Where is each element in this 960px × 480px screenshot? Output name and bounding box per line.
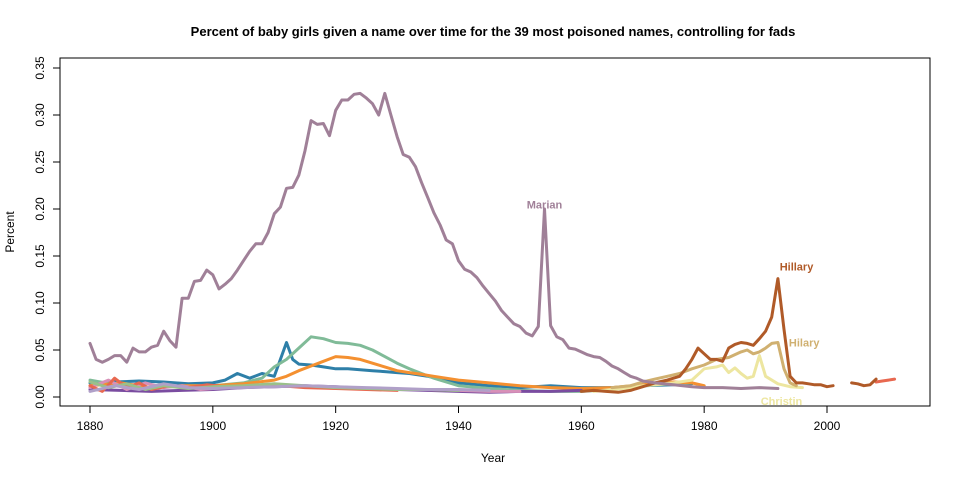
annotation-hilary: Hilary <box>789 338 820 350</box>
y-tick-label: 0.20 <box>33 197 47 221</box>
plot-area-frame <box>59 57 931 407</box>
x-tick-label: 1960 <box>568 419 595 433</box>
x-tick-label: 1920 <box>322 419 349 433</box>
y-tick-label: 0.00 <box>33 385 47 409</box>
annotation-christin: Christin <box>761 396 803 408</box>
y-tick-label: 0.10 <box>33 291 47 315</box>
x-axis: 1880 1900 1920 1940 1960 1980 2000 <box>77 405 841 433</box>
series-line-hillary-late <box>850 377 878 388</box>
y-tick-label: 0.35 <box>33 56 47 80</box>
x-tick-label: 1940 <box>445 419 472 433</box>
y-axis-label: Percent <box>3 211 17 253</box>
series-line-hillary <box>579 277 835 394</box>
x-tick-label: 1880 <box>77 419 104 433</box>
series-line-blue <box>88 341 694 390</box>
series-line-orange <box>88 355 706 390</box>
y-tick-label: 0.15 <box>33 244 47 268</box>
y-tick-label: 0.30 <box>33 103 47 127</box>
annotation-marian: Marian <box>527 199 563 211</box>
y-axis: 0.00 0.05 0.10 0.15 0.20 0.25 0.30 0.35 <box>33 56 61 409</box>
chart-title: Percent of baby girls given a name over … <box>191 24 796 39</box>
y-tick-label: 0.25 <box>33 150 47 174</box>
series-line-hilary <box>610 341 798 390</box>
annotation-hillary: Hillary <box>780 261 815 273</box>
y-tick-label: 0.05 <box>33 338 47 362</box>
series-line-lavender <box>88 382 491 393</box>
x-tick-label: 2000 <box>814 419 841 433</box>
x-tick-label: 1980 <box>691 419 718 433</box>
annotation-group: Marian Hillary Hilary Christin <box>527 199 821 407</box>
series-line-marian <box>88 91 780 390</box>
x-axis-label: Year <box>481 451 505 465</box>
series-group <box>88 91 897 394</box>
x-tick-label: 1900 <box>199 419 226 433</box>
series-line-salmon-late <box>874 377 897 384</box>
